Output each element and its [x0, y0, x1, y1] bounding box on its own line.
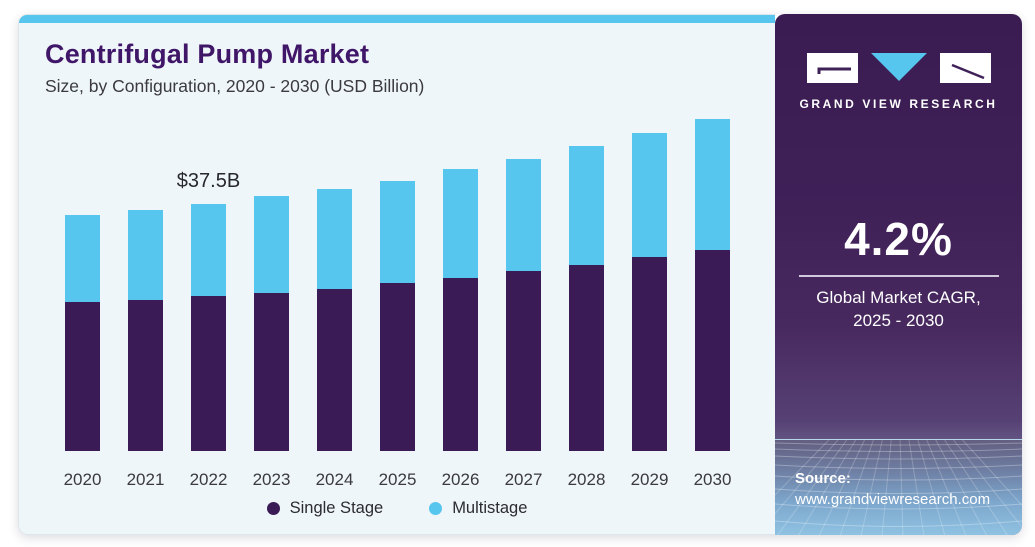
- cagr-label: Global Market CAGR, 2025 - 2030: [775, 287, 1022, 333]
- sidebar: GRAND VIEW RESEARCH 4.2% Global Market C…: [775, 14, 1022, 535]
- bar-2030: [695, 106, 730, 451]
- mesh-footer: Source: www.grandviewresearch.com: [775, 439, 1022, 535]
- segment-multistage: [569, 145, 604, 265]
- segment-single-stage: [65, 301, 100, 451]
- cagr-divider: [798, 275, 999, 277]
- source-label: Source:: [795, 470, 851, 487]
- bar-2025: [380, 106, 415, 451]
- mesh-grid-icon: [775, 440, 1022, 535]
- bar-2024: [317, 106, 352, 451]
- segment-multistage: [506, 158, 541, 272]
- cagr-value: 4.2%: [844, 213, 953, 265]
- year-label-2025: 2025: [378, 470, 417, 489]
- year-label-2022: 2022: [189, 470, 228, 489]
- cagr-label-line2: 2025 - 2030: [853, 310, 944, 330]
- cagr-label-line1: Global Market CAGR,: [816, 288, 981, 307]
- legend-dot-icon: [266, 502, 280, 515]
- segment-single-stage: [254, 293, 289, 451]
- segment-single-stage: [506, 271, 541, 451]
- bar-2021: [128, 106, 163, 451]
- gvr-logo: GRAND VIEW RESEARCH: [775, 52, 1022, 111]
- source-block: Source: www.grandviewresearch.com: [795, 470, 990, 508]
- segment-single-stage: [128, 299, 163, 451]
- legend-dot-icon: [429, 502, 443, 515]
- year-label-2028: 2028: [567, 470, 606, 489]
- infographic-card: Centrifugal Pump Market Size, by Configu…: [18, 14, 1022, 535]
- logo-r-glyph: [951, 63, 984, 80]
- segment-single-stage: [317, 288, 352, 451]
- chart-panel: Centrifugal Pump Market Size, by Configu…: [18, 14, 775, 535]
- legend-label: Multistage: [452, 499, 528, 517]
- page-subtitle: Size, by Configuration, 2020 - 2030 (USD…: [45, 76, 425, 96]
- legend-item-single-stage: Single Stage: [266, 499, 384, 518]
- segment-single-stage: [695, 249, 730, 451]
- segment-multistage: [65, 215, 100, 302]
- segment-multistage: [380, 181, 415, 284]
- gvr-logo-mark: [806, 53, 991, 83]
- bar-2026: [443, 106, 478, 451]
- year-label-2026: 2026: [441, 470, 480, 489]
- logo-g-glyph: [817, 67, 851, 74]
- year-label-2020: 2020: [63, 470, 102, 489]
- segment-multistage: [632, 132, 667, 257]
- logo-wordmark: GRAND VIEW RESEARCH: [799, 97, 998, 111]
- segment-single-stage: [191, 296, 226, 451]
- bar-2022: $37.5B: [177, 106, 240, 451]
- year-label-2030: 2030: [693, 470, 732, 489]
- segment-single-stage: [569, 264, 604, 451]
- chart-header: Centrifugal Pump Market Size, by Configu…: [45, 39, 424, 97]
- segment-single-stage: [380, 283, 415, 451]
- segment-multistage: [317, 188, 352, 289]
- cagr-block: 4.2% Global Market CAGR, 2025 - 2030: [775, 212, 1022, 333]
- segment-multistage: [254, 196, 289, 294]
- legend-item-multistage: Multistage: [429, 499, 527, 518]
- segment-multistage: [191, 204, 226, 297]
- segment-multistage: [695, 119, 730, 250]
- segment-multistage: [128, 209, 163, 300]
- year-label-2027: 2027: [504, 470, 543, 489]
- bar-2029: [632, 106, 667, 451]
- bar-2028: [569, 106, 604, 451]
- value-annotation: $37.5B: [176, 170, 241, 193]
- segment-single-stage: [443, 277, 478, 451]
- year-label-2023: 2023: [252, 470, 291, 489]
- year-label-2021: 2021: [126, 470, 165, 489]
- legend: Single Stage Multistage: [19, 499, 775, 518]
- segment-multistage: [443, 169, 478, 278]
- segment-single-stage: [632, 256, 667, 451]
- bar-chart: $37.5B: [45, 106, 750, 451]
- year-label-2029: 2029: [630, 470, 669, 489]
- bar-2023: [254, 106, 289, 451]
- top-accent-strip: [19, 15, 775, 23]
- logo-v-triangle-icon: [870, 53, 927, 81]
- x-axis-labels: 2020 2021 2022 2023 2024 2025 2026 2027 2028 2029…: [45, 470, 750, 490]
- source-url: www.grandviewresearch.com: [795, 491, 991, 508]
- bar-2020: [65, 106, 100, 451]
- year-label-2024: 2024: [315, 470, 354, 489]
- legend-label: Single Stage: [289, 499, 384, 517]
- page-title: Centrifugal Pump Market: [45, 39, 370, 69]
- bar-2027: [506, 106, 541, 451]
